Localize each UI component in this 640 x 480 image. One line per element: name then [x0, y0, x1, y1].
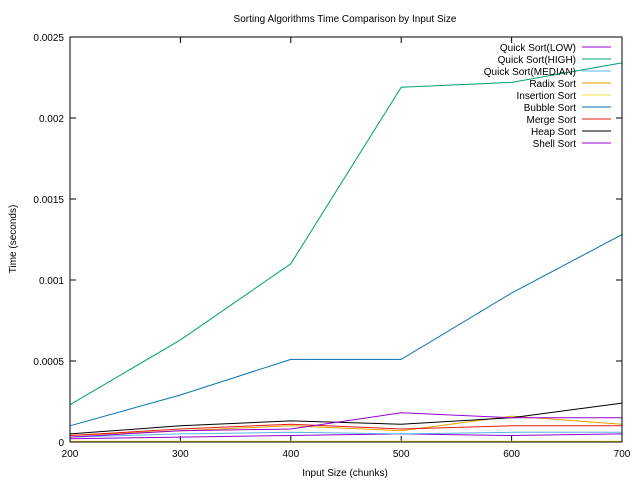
x-tick-label: 300: [172, 449, 189, 460]
legend-label: Bubble Sort: [524, 103, 576, 114]
legend-label: Quick Sort(HIGH): [498, 55, 576, 66]
x-tick-label: 500: [393, 449, 410, 460]
series-line: [69, 433, 623, 440]
legend-label: Quick Sort(MEDIAN): [484, 67, 576, 78]
chart-title: Sorting Algorithms Time Comparison by In…: [234, 14, 457, 25]
y-tick-label: 0.001: [39, 276, 64, 287]
series-line: [69, 412, 622, 438]
y-tick-label: 0.0015: [33, 195, 64, 206]
x-tick-label: 700: [614, 449, 631, 460]
legend-label: Merge Sort: [527, 115, 577, 126]
y-tick-label: 0.002: [39, 114, 64, 125]
y-tick-label: 0.0005: [33, 357, 64, 368]
x-tick-label: 400: [282, 449, 299, 460]
series-line: [69, 431, 622, 438]
series-line: [69, 234, 623, 427]
legend-label: Quick Sort(LOW): [500, 43, 576, 54]
plot-frame: [69, 36, 623, 443]
y-tick-label: 0.0025: [33, 33, 64, 44]
legend-label: Shell Sort: [533, 139, 577, 150]
plot-series: [69, 62, 623, 442]
series-line: [69, 402, 623, 435]
legend: Quick Sort(LOW)Quick Sort(HIGH)Quick Sor…: [484, 43, 611, 150]
y-axis-label: Time (seconds): [8, 205, 19, 274]
legend-label: Radix Sort: [529, 79, 576, 90]
x-axis-label: Input Size (chunks): [302, 468, 388, 479]
series-line: [69, 423, 622, 436]
series-line: [69, 62, 623, 406]
legend-label: Insertion Sort: [517, 91, 577, 102]
y-tick-label: 0: [58, 438, 64, 449]
x-tick-label: 600: [503, 449, 520, 460]
x-tick-label: 200: [62, 449, 79, 460]
legend-label: Heap Sort: [531, 127, 576, 138]
